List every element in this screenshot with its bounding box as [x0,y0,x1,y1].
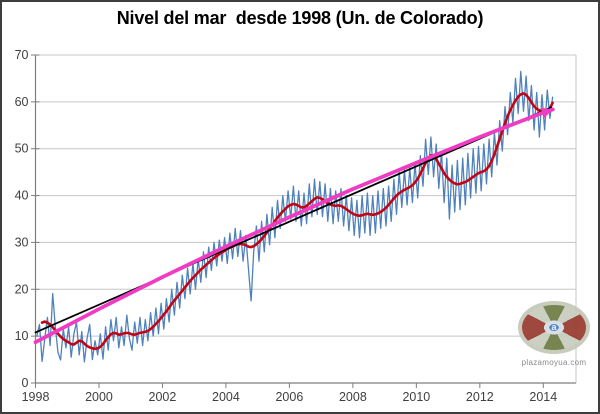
x-axis-tick-label: 2008 [339,390,367,404]
x-axis-tick-label: 2006 [275,390,303,404]
smoothed-12mo-line [40,92,554,351]
x-axis-tick-label: 1998 [22,390,50,404]
y-axis-tick-label: 60 [15,95,29,109]
x-axis-tick-label: 2002 [149,390,177,404]
logo-center-letter: a [551,322,557,332]
y-axis-tick-label: 10 [15,329,29,343]
y-axis-tick-label: 50 [15,142,29,156]
x-axis-tick-label: 2012 [466,390,494,404]
x-axis-tick-label: 2014 [529,390,557,404]
y-axis-tick-label: 20 [15,282,29,296]
chart-title: Nivel del mar desde 1998 (Un. de Colorad… [116,8,484,28]
watermark-url: plazamoyua.com [521,358,587,367]
y-axis-tick-label: 70 [15,48,29,62]
magenta-trend-line [33,107,555,345]
linear-trend-line [34,106,553,334]
x-axis-tick-label: 2010 [402,390,430,404]
magenta-trend-arrowhead [540,107,553,119]
y-axis-tick-label: 30 [15,235,29,249]
x-axis-tick-label: 2000 [85,390,113,404]
y-axis-tick-label: 0 [22,376,29,390]
x-axis-tick-label: 2004 [212,390,240,404]
plazamoyua-logo-icon: a [518,301,590,354]
y-axis-tick-label: 40 [15,189,29,203]
